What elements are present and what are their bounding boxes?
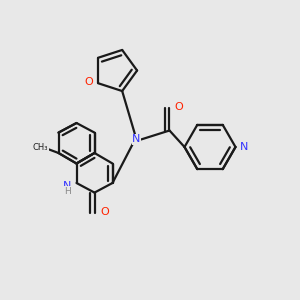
Text: N: N: [240, 142, 249, 152]
Text: O: O: [100, 207, 109, 217]
Text: N: N: [132, 134, 141, 145]
Text: N: N: [63, 181, 72, 191]
Text: O: O: [175, 101, 184, 112]
Text: CH₃: CH₃: [33, 143, 48, 152]
Text: H: H: [64, 187, 71, 196]
Text: O: O: [85, 77, 93, 87]
